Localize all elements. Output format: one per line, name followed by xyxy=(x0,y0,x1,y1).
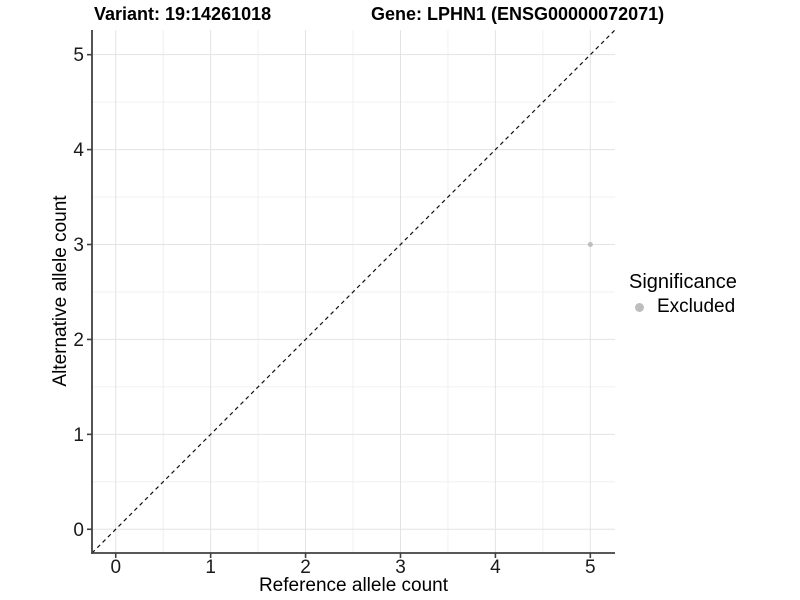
y-axis-title: Alternative allele count xyxy=(50,195,71,387)
legend-item-label: Excluded xyxy=(657,296,736,317)
y-tick-label: 3 xyxy=(73,235,84,256)
legend: Significance Excluded xyxy=(629,271,737,317)
x-tick-label: 3 xyxy=(395,557,406,578)
y-tick-label: 4 xyxy=(73,140,84,161)
y-tick-label: 2 xyxy=(73,330,84,351)
y-tick-label: 5 xyxy=(73,45,84,66)
y-tick-label: 0 xyxy=(73,520,84,541)
identity-line xyxy=(91,29,616,554)
data-point xyxy=(587,242,593,248)
legend-title: Significance xyxy=(629,271,737,293)
x-tick-label: 5 xyxy=(585,557,596,578)
x-tick-label: 1 xyxy=(205,557,216,578)
variant-title: Variant: 19:14261018 xyxy=(94,4,272,24)
x-tick-label: 4 xyxy=(490,557,501,578)
legend-point-icon xyxy=(635,302,644,312)
y-tick-label: 1 xyxy=(73,425,84,446)
x-tick-label: 0 xyxy=(110,557,121,578)
x-axis-title: Reference allele count xyxy=(258,575,449,596)
legend-item-excluded: Excluded xyxy=(629,296,737,317)
gene-title: Gene: LPHN1 (ENSG00000072071) xyxy=(371,4,665,24)
x-tick-label: 2 xyxy=(300,557,311,578)
